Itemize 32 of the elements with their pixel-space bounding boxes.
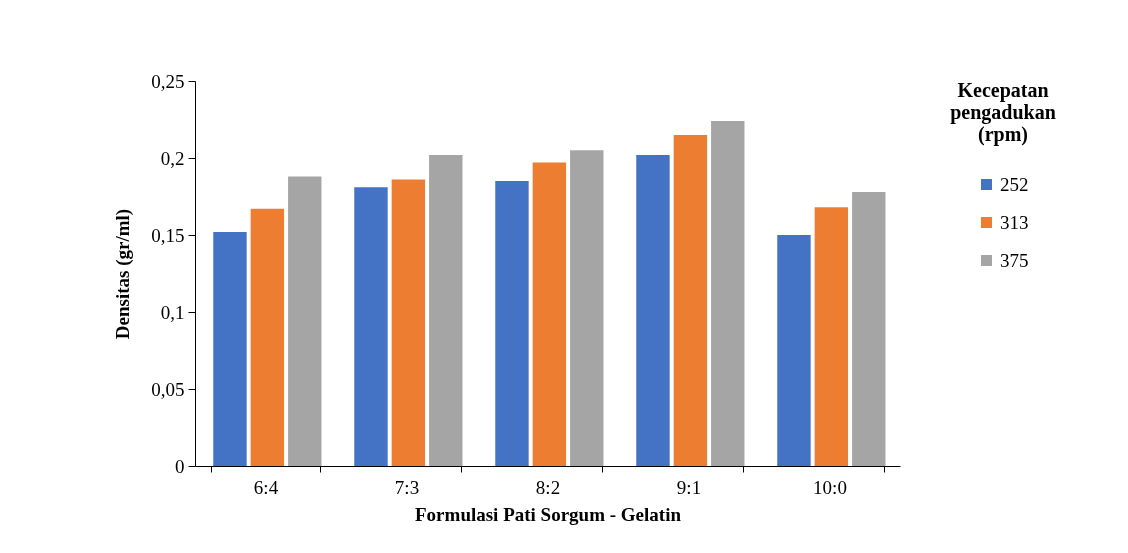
bar [711,121,745,466]
x-tick-label: 10:0 [813,476,847,498]
bar [391,179,426,466]
bar [213,231,247,466]
legend-label: 313 [1000,211,1029,233]
y-tick-label: 0,15 [151,224,185,246]
x-tick-label: 7:3 [394,476,420,498]
bar [852,191,886,466]
legend-label: 375 [1000,249,1029,271]
x-tick-label: 8:2 [535,476,561,498]
bar [250,208,285,466]
bar [532,162,567,466]
bar [673,134,708,466]
bar [288,176,322,466]
x-tick-label: 6:4 [253,476,279,498]
y-tick-label: 0,1 [160,301,185,323]
bar [354,187,388,466]
bar [429,154,463,466]
bar [777,235,811,466]
legend-label: 252 [1000,173,1029,195]
y-axis-title: Densitas (gr/ml) [112,208,135,340]
bar [495,181,529,466]
legend-title: Kecepatan pengadukan (rpm) [950,79,1056,146]
bar [814,207,849,466]
y-tick-label: 0,25 [151,70,185,92]
y-tick-label: 0,05 [151,378,185,400]
bar [570,150,604,466]
y-tick-label: 0,2 [160,147,185,169]
bar [636,154,670,466]
y-tick-label: 0 [175,455,185,477]
x-tick-label: 9:1 [676,476,702,498]
x-axis-title: Formulasi Pati Sorgum - Gelatin [415,503,682,525]
